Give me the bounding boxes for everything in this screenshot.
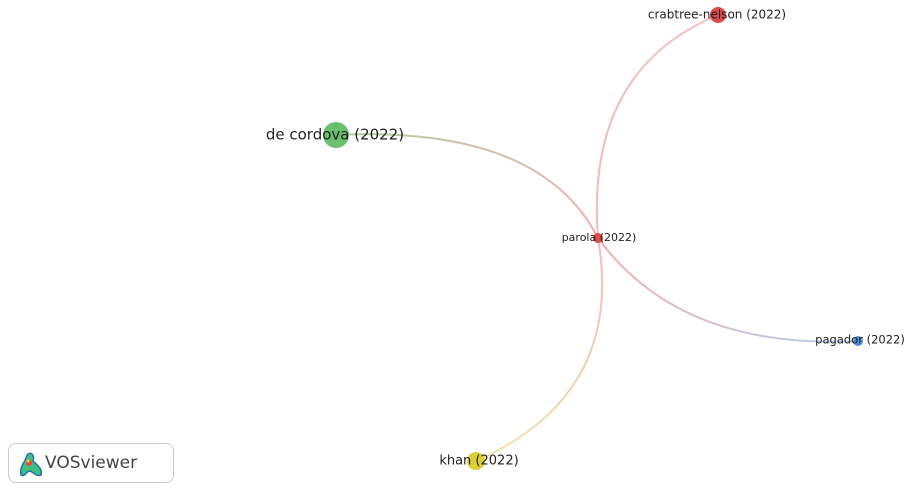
edge (595, 14, 719, 239)
logo-text: VOSviewer (45, 453, 138, 473)
node (593, 233, 603, 243)
edge (475, 237, 604, 462)
node-label: khan (2022) (439, 454, 518, 469)
edge (597, 237, 859, 343)
node (467, 452, 485, 470)
node-label: de cordova (2022) (266, 126, 404, 144)
node (853, 336, 863, 346)
node (323, 122, 349, 148)
logo-icon (19, 452, 43, 477)
node-label: crabtree-nelson (2022) (648, 8, 786, 22)
node (710, 7, 726, 23)
edge (335, 133, 599, 239)
logo: VOSviewer (8, 443, 174, 483)
node-label: parola (2022) (562, 231, 637, 244)
node-label: pagador (2022) (815, 333, 905, 347)
edges (335, 14, 859, 462)
